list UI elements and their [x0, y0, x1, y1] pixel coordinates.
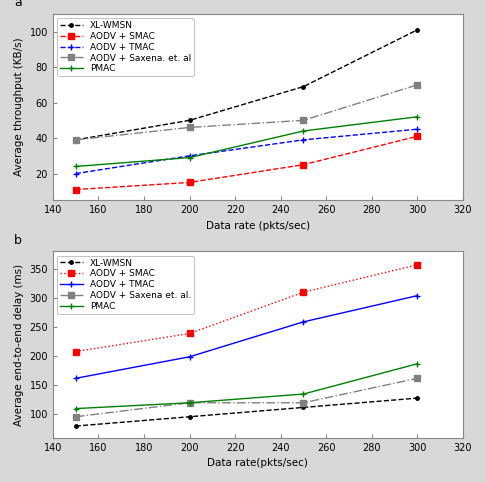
AODV + Saxena. et. al	[187, 124, 192, 130]
AODV + SMAC	[73, 348, 79, 354]
AODV + SMAC	[415, 262, 420, 268]
AODV + Saxena et. al.	[73, 414, 79, 420]
AODV + TMAC	[187, 153, 192, 159]
XL-WMSN	[415, 27, 420, 33]
Line: AODV + TMAC: AODV + TMAC	[72, 292, 421, 382]
Legend: XL-WMSN, AODV + SMAC, AODV + TMAC, AODV + Saxena et. al., PMAC: XL-WMSN, AODV + SMAC, AODV + TMAC, AODV …	[57, 256, 194, 314]
AODV + SMAC	[415, 134, 420, 139]
AODV + SMAC	[187, 179, 192, 185]
Line: XL-WMSN: XL-WMSN	[72, 27, 421, 143]
PMAC	[415, 114, 420, 120]
Text: a: a	[14, 0, 22, 9]
AODV + Saxena et. al.	[300, 400, 306, 406]
XL-WMSN	[187, 118, 192, 123]
AODV + SMAC	[300, 289, 306, 295]
Line: AODV + SMAC: AODV + SMAC	[73, 262, 420, 354]
AODV + Saxena et. al.	[187, 400, 192, 406]
PMAC	[73, 163, 79, 169]
AODV + Saxena. et. al	[300, 118, 306, 123]
PMAC	[300, 391, 306, 397]
AODV + SMAC	[300, 162, 306, 168]
Text: b: b	[14, 234, 22, 247]
AODV + Saxena et. al.	[415, 375, 420, 381]
XL-WMSN	[73, 423, 79, 429]
X-axis label: Data rate (pkts/sec): Data rate (pkts/sec)	[206, 221, 310, 230]
PMAC	[73, 406, 79, 412]
X-axis label: Data rate(pkts/sec): Data rate(pkts/sec)	[208, 458, 308, 468]
Y-axis label: Average end-to-end delay (ms): Average end-to-end delay (ms)	[14, 264, 24, 426]
XL-WMSN	[73, 137, 79, 143]
Line: AODV + Saxena et. al.: AODV + Saxena et. al.	[73, 375, 420, 419]
AODV + TMAC	[300, 137, 306, 143]
AODV + TMAC	[187, 354, 192, 360]
Line: XL-WMSN: XL-WMSN	[72, 395, 421, 429]
Line: AODV + Saxena. et. al: AODV + Saxena. et. al	[73, 82, 420, 143]
AODV + SMAC	[187, 331, 192, 336]
AODV + SMAC	[73, 187, 79, 192]
AODV + TMAC	[73, 171, 79, 176]
XL-WMSN	[187, 414, 192, 420]
Line: PMAC: PMAC	[72, 360, 421, 412]
XL-WMSN	[415, 395, 420, 401]
AODV + TMAC	[415, 293, 420, 298]
XL-WMSN	[300, 84, 306, 90]
AODV + TMAC	[73, 375, 79, 381]
Legend: XL-WMSN, AODV + SMAC, AODV + TMAC, AODV + Saxena. et. al, PMAC: XL-WMSN, AODV + SMAC, AODV + TMAC, AODV …	[57, 18, 194, 76]
AODV + Saxena. et. al	[415, 82, 420, 88]
AODV + TMAC	[415, 126, 420, 132]
AODV + TMAC	[300, 319, 306, 325]
PMAC	[187, 155, 192, 161]
PMAC	[415, 361, 420, 367]
AODV + Saxena. et. al	[73, 137, 79, 143]
PMAC	[300, 128, 306, 134]
PMAC	[187, 400, 192, 406]
Line: AODV + SMAC: AODV + SMAC	[73, 134, 420, 192]
Line: AODV + TMAC: AODV + TMAC	[72, 126, 421, 177]
Y-axis label: Average throughput (KB/s): Average throughput (KB/s)	[14, 38, 24, 176]
Line: PMAC: PMAC	[72, 113, 421, 170]
XL-WMSN	[300, 404, 306, 410]
